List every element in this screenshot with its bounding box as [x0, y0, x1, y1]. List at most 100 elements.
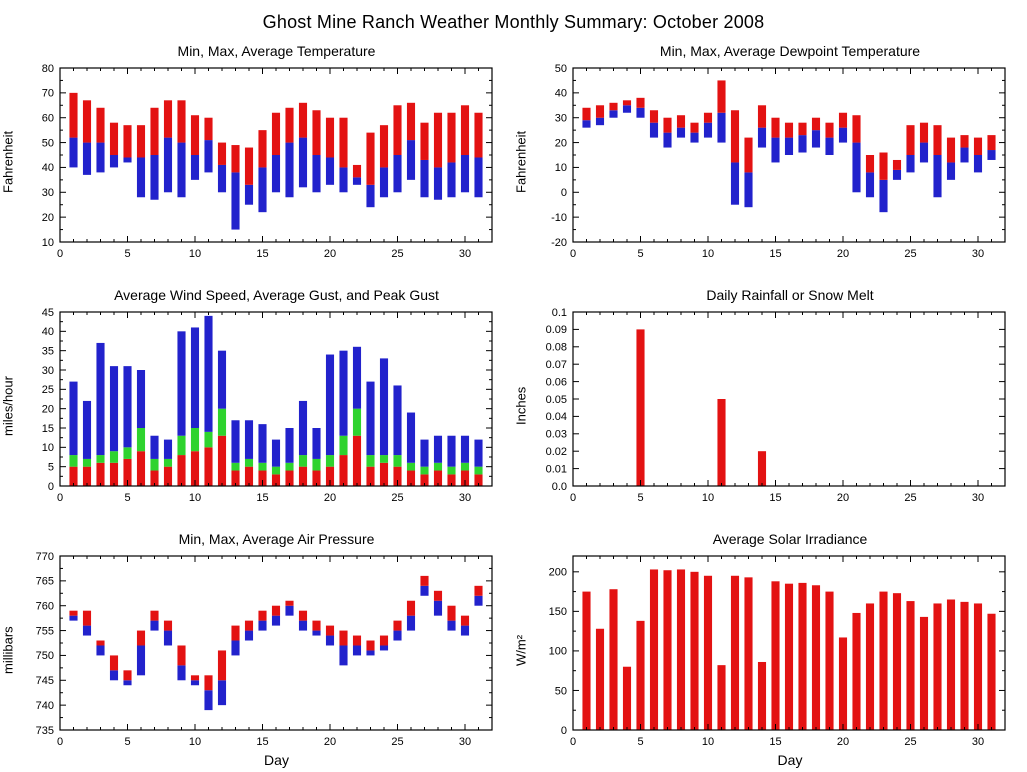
- bar-avg-to-max: [474, 112, 483, 158]
- dewpoint-plot: 0 5 10 15 20 25 30 -20 -10 0 10 20 30 40 50: [551, 63, 1006, 260]
- bar-min-to-avg: [474, 157, 483, 198]
- x-axis-label-wind: [0, 508, 513, 526]
- y-tick-label: 50: [555, 685, 567, 697]
- y-tick-label: 0.05: [546, 394, 567, 406]
- bar-value: [960, 601, 969, 730]
- y-tick-label: 0.0: [552, 481, 567, 493]
- bar-avg-to-max: [406, 600, 416, 616]
- y-tick-label: 40: [555, 88, 567, 100]
- y-tick-label: 10: [42, 237, 54, 249]
- bar-peak-gust: [109, 366, 119, 452]
- bar-value: [663, 570, 672, 730]
- bar-avg-to-max: [460, 105, 470, 155]
- bar-min-to-avg: [82, 142, 92, 175]
- y-axis-label-pressure: millibars: [0, 626, 16, 674]
- bar-average-gust: [352, 408, 362, 436]
- bar-avg-to-max: [285, 600, 294, 606]
- bar-average-wind-speed: [190, 451, 200, 486]
- bar-avg-to-max: [82, 610, 92, 626]
- bar-min-to-avg: [352, 177, 362, 185]
- bar-min-to-avg: [379, 645, 389, 651]
- bar-avg-to-max: [879, 152, 888, 180]
- bar-average-wind-speed: [366, 466, 375, 486]
- plot-wrap-wind: miles/hour 0 5 10 15 20 25 30 0 5 10 15 20 25 30 35 40 4…: [0, 304, 513, 508]
- x-tick-label: 25: [904, 492, 916, 504]
- bar-peak-gust: [96, 342, 105, 456]
- bar-min-to-avg: [960, 147, 969, 163]
- bar-min-to-avg: [244, 184, 254, 205]
- bar-min-to-avg: [298, 620, 308, 631]
- bar-min-to-avg: [703, 122, 713, 138]
- bar-min-to-avg: [649, 122, 659, 138]
- bar-min-to-avg: [231, 172, 240, 230]
- bar-average-wind-speed: [96, 462, 105, 486]
- bar-avg-to-max: [69, 92, 78, 138]
- bar-average-gust: [136, 428, 146, 452]
- bar-min-to-avg: [609, 110, 618, 118]
- panel-rainfall: Daily Rainfall or Snow Melt Inches 0 5 10 1…: [513, 284, 1027, 528]
- bar-avg-to-max: [339, 630, 348, 646]
- bar-value: [757, 661, 767, 730]
- bar-min-to-avg: [582, 120, 591, 128]
- bar-min-to-avg: [595, 117, 605, 126]
- x-tick-label: 15: [769, 736, 781, 748]
- bar-value: [717, 399, 726, 486]
- bar-min-to-avg: [933, 155, 942, 198]
- bar-min-to-avg: [865, 172, 875, 198]
- bar-value: [730, 575, 740, 730]
- bar-average-wind-speed: [258, 470, 267, 486]
- bar-min-to-avg: [177, 142, 186, 198]
- bar-min-to-avg: [663, 132, 672, 148]
- bar-avg-to-max: [150, 610, 159, 621]
- x-tick-label: 15: [769, 492, 781, 504]
- bar-value: [784, 583, 794, 730]
- bar-value: [703, 575, 713, 730]
- bar-peak-gust: [204, 315, 213, 432]
- bar-peak-gust: [339, 350, 348, 436]
- bar-avg-to-max: [285, 107, 294, 143]
- bar-avg-to-max: [447, 605, 456, 621]
- x-tick-label: 30: [459, 248, 471, 260]
- bar-min-to-avg: [217, 164, 227, 193]
- y-tick-label: 40: [42, 162, 54, 174]
- y-tick-label: 0.01: [546, 463, 567, 475]
- bar-avg-to-max: [460, 615, 470, 626]
- x-tick-label: 25: [391, 492, 403, 504]
- bar-peak-gust: [136, 370, 146, 428]
- solar-plot: 0 5 10 15 20 25 30 0 50 100 150 200: [549, 555, 1006, 748]
- y-tick-label: 5: [48, 461, 54, 473]
- y-tick-label: 40: [42, 326, 54, 338]
- bar-avg-to-max: [852, 115, 861, 143]
- x-tick-label: 25: [904, 248, 916, 260]
- bar-peak-gust: [433, 435, 443, 463]
- y-tick-label: 10: [42, 442, 54, 454]
- bar-min-to-avg: [919, 142, 929, 163]
- bar-value: [906, 601, 915, 730]
- bar-avg-to-max: [960, 135, 969, 148]
- bar-average-wind-speed: [298, 466, 308, 486]
- y-tick-label: 45: [42, 307, 54, 319]
- y-tick-label: 0.1: [552, 307, 567, 319]
- bar-avg-to-max: [258, 130, 267, 168]
- bar-average-wind-speed: [352, 435, 362, 486]
- bar-peak-gust: [460, 435, 470, 463]
- bar-min-to-avg: [271, 615, 281, 626]
- plot-wrap-temperature: Fahrenheit 0 5 10 15 20 25 30 10 20 30 40 50 60 70 80: [0, 60, 513, 264]
- bar-value: [892, 593, 902, 730]
- bar-avg-to-max: [595, 105, 605, 118]
- bar-value: [717, 665, 726, 730]
- bar-avg-to-max: [339, 117, 348, 168]
- bar-avg-to-max: [838, 112, 848, 128]
- panel-pressure: Min, Max, Average Air Pressure millibars…: [0, 528, 513, 772]
- y-axis-label-wind: miles/hour: [0, 376, 16, 436]
- bar-avg-to-max: [231, 145, 240, 173]
- chart-grid: Min, Max, Average Temperature Fahrenheit…: [0, 40, 1027, 772]
- panel-temperature: Min, Max, Average Temperature Fahrenheit…: [0, 40, 513, 284]
- bar-min-to-avg: [285, 605, 294, 616]
- bar-avg-to-max: [757, 105, 767, 128]
- bar-value: [609, 589, 618, 730]
- bar-avg-to-max: [379, 125, 389, 168]
- bar-min-to-avg: [312, 630, 321, 636]
- y-tick-label: 25: [42, 384, 54, 396]
- bar-avg-to-max: [609, 102, 618, 111]
